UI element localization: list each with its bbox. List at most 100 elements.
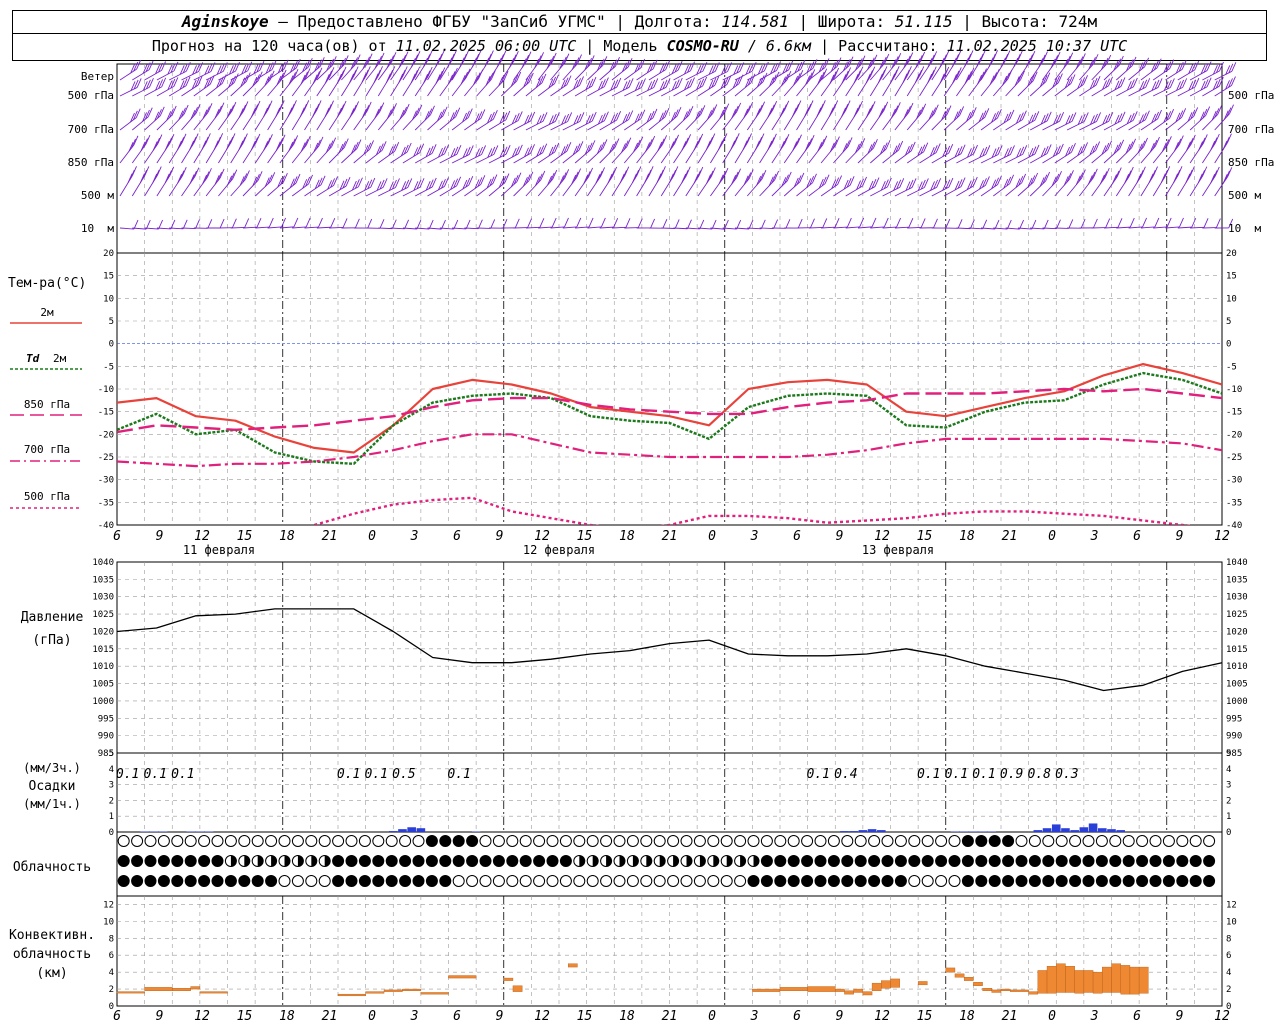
cloud-circle [117,835,130,847]
wind-feather [195,103,201,114]
wind-level-500m: 500 м [81,189,114,202]
wind-feather [1149,142,1155,153]
wind-feather [848,56,854,66]
cloud-circle [224,875,237,887]
precip-bar [1051,824,1061,832]
cloud-circle [1082,875,1095,887]
wind-feather [157,134,163,144]
wind-feather [303,71,308,81]
cloud-symbol [948,855,961,867]
wind-feather [748,63,754,73]
wind-feather [731,109,737,119]
cloud-circle [787,835,800,847]
wind-feather [966,180,972,190]
cloud-circle [1176,875,1189,887]
wind-feather [671,138,677,148]
wind-feather [633,142,639,153]
wind-feather [591,76,597,87]
wind-barb [427,67,446,97]
wind-feather [231,218,237,228]
cloud-circle [801,855,814,867]
wind-feather [325,143,331,153]
wind-barb [168,133,187,164]
wind-feather [329,100,334,110]
wind-feather [927,58,933,68]
wind-barb [156,166,175,197]
wind-feather [524,147,529,157]
wind-barb [328,100,347,131]
cloud-symbol [131,835,144,847]
cloud-circle [131,835,144,847]
conv-tick-label-right: 8 [1226,934,1231,944]
wind-feather [539,145,545,155]
wind-feather [960,177,966,187]
wind-feather [158,219,163,230]
wind-barb [648,60,671,81]
wind-feather [505,110,511,121]
wind-feather [227,175,233,186]
wind-feather [441,178,446,189]
wind-shaft [1103,226,1119,229]
series-t850 [117,387,1222,434]
wind-feather [413,54,419,64]
wind-feather [613,112,619,123]
series-t2m [117,363,1222,454]
wind-feather [327,180,333,190]
time-label: 3 [750,529,759,544]
wind-shaft [156,227,171,230]
series-t700 [117,433,1222,468]
wind-barb [513,171,534,197]
wind-feather [1151,81,1157,91]
cloud-symbol [801,855,814,867]
wind-feather [475,148,480,158]
wind-feather [1105,78,1110,88]
wind-feather [979,148,985,158]
wind-feather [771,173,777,184]
wind-feather [485,76,491,86]
precip-label: 0.3 [1055,767,1078,782]
cloud-symbol [559,835,572,847]
press-tick-label: 1030 [92,593,114,603]
wind-feather [265,104,271,114]
wind-feather [721,65,726,75]
wind-barb [119,135,139,164]
wind-feather [843,70,849,81]
wind-feather [213,140,219,150]
precip-tick-label-right: 3 [1226,781,1231,791]
cloud-circle [1189,835,1202,847]
wind-feather [1020,70,1025,81]
cloud-circle [841,855,854,867]
wind-barb [181,133,199,164]
wind-feather [149,78,154,88]
cloud-symbol [533,835,546,847]
wind-feather [1128,59,1134,69]
wind-feather [773,62,778,73]
wind-feather [1075,175,1081,185]
wind-feather [1119,139,1125,149]
wind-feather [194,77,200,88]
wind-feather [219,102,225,112]
cloud-circle [1042,875,1055,887]
cloud-symbol [466,855,479,867]
wind-barb [636,59,658,81]
cloud-symbol [626,855,639,867]
wind-barb [132,60,154,81]
wind-feather [295,173,301,184]
time-label: 12 [874,529,890,544]
wind-feather [612,59,618,69]
legend-td-label: Td [26,352,40,365]
wind-feather [697,107,703,118]
cloud-circle [881,835,894,847]
cloud-symbol [332,875,345,887]
wind-barb [1128,217,1147,229]
wind-feather [597,144,602,154]
cloud-circle [935,835,948,847]
wind-barb [464,145,487,164]
wind-barb [1066,75,1088,97]
wind-barb [710,133,728,164]
wind-barb [746,101,766,131]
wind-feather [686,134,692,144]
conv-bar [1056,963,1066,993]
wind-feather [1155,136,1160,147]
wind-barb [710,103,730,131]
